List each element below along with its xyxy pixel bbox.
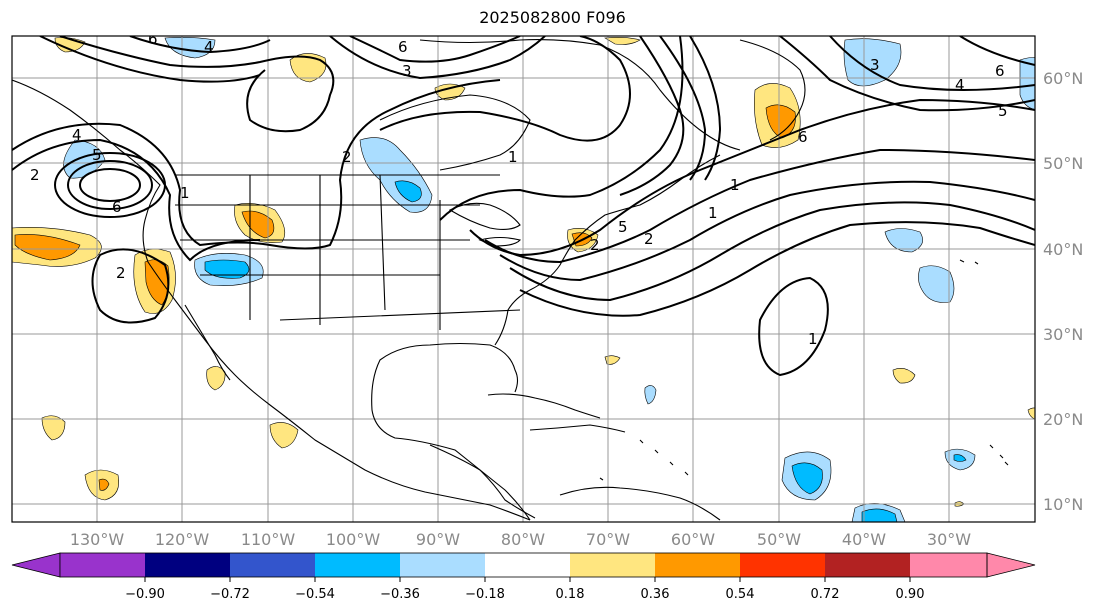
contour-label: 4 <box>72 126 82 144</box>
colorbar-tick: −0.36 <box>380 587 420 602</box>
colorbar-tick: −0.18 <box>465 587 505 602</box>
longitude-label: 60°W <box>671 530 715 549</box>
contour-label: 1 <box>508 148 518 166</box>
contour-label: 3 <box>870 56 880 74</box>
longitude-label: 100°W <box>326 530 381 549</box>
contour-label: 1 <box>808 330 818 348</box>
latitude-labels: 60°N 50°N 40°N 30°N 20°N 10°N <box>1043 69 1083 514</box>
colorbar-tick: 0.54 <box>726 587 755 602</box>
colorbar-segment <box>655 553 740 577</box>
contour-label: 2 <box>644 230 654 248</box>
longitude-label: 120°W <box>155 530 210 549</box>
contour-label: 4 <box>204 38 214 56</box>
contour-label: 5 <box>998 102 1008 120</box>
contour-label: 2 <box>116 264 126 282</box>
contour-label: 2 <box>342 148 352 166</box>
contour-label: 6 <box>148 30 158 48</box>
latitude-label: 40°N <box>1043 240 1083 259</box>
colorbar: −0.90 −0.72 −0.54 −0.36 −0.18 0.18 0.36 … <box>11 552 1036 602</box>
anomaly-shading <box>12 37 1035 522</box>
colorbar-segment <box>400 553 485 577</box>
latitude-label: 60°N <box>1043 69 1083 88</box>
colorbar-segment <box>910 553 987 577</box>
contour-label: 1 <box>708 204 718 222</box>
contour-labels: 6 4 6 3 2 1 2 4 5 6 1 2 2 1 5 2 1 6 4 5 … <box>30 30 1008 348</box>
colorbar-segment <box>570 553 655 577</box>
contour-label: 2 <box>30 166 40 184</box>
colorbar-tick: 0.18 <box>556 587 585 602</box>
contour-label: 6 <box>398 38 408 56</box>
contour-label: 5 <box>92 146 102 164</box>
map-content: 6 4 6 3 2 1 2 4 5 6 1 2 2 1 5 2 1 6 4 5 … <box>12 30 1035 522</box>
contour-label: 2 <box>590 236 600 254</box>
colorbar-tick: −0.90 <box>125 587 165 602</box>
longitude-label: 40°W <box>842 530 886 549</box>
colorbar-segment <box>60 553 145 577</box>
contour-label: 1 <box>730 176 740 194</box>
contour-label: 6 <box>995 62 1005 80</box>
colorbar-tick: −0.72 <box>210 587 250 602</box>
contour-label: 6 <box>112 198 122 216</box>
longitude-labels: 130°W 120°W 110°W 100°W 90°W 80°W 70°W 6… <box>70 530 971 549</box>
colorbar-segment <box>230 553 315 577</box>
colorbar-tick: 0.36 <box>641 587 670 602</box>
longitude-label: 50°W <box>757 530 801 549</box>
latitude-label: 50°N <box>1043 154 1083 173</box>
longitude-label: 90°W <box>416 530 460 549</box>
colorbar-tick: −0.54 <box>295 587 335 602</box>
longitude-label: 110°W <box>241 530 296 549</box>
colorbar-segment <box>315 553 400 577</box>
contour-label: 4 <box>955 76 965 94</box>
gridlines <box>12 36 1035 522</box>
contour-label: 5 <box>618 218 628 236</box>
colorbar-extend-max <box>986 552 1036 578</box>
longitude-label: 30°W <box>927 530 971 549</box>
colorbar-tick: 0.72 <box>811 587 840 602</box>
colorbar-border <box>59 552 988 578</box>
colorbar-extend-min <box>11 552 61 578</box>
longitude-label: 80°W <box>501 530 545 549</box>
map-border <box>11 35 1036 523</box>
colorbar-segment <box>740 553 825 577</box>
contour-label: 3 <box>402 62 412 80</box>
contour-lines <box>12 36 1035 377</box>
contour-label: 1 <box>180 184 190 202</box>
colorbar-segment <box>825 553 910 577</box>
colorbar-segment <box>485 553 570 577</box>
coastlines <box>12 39 1009 521</box>
colorbar-segment <box>145 553 230 577</box>
longitude-label: 130°W <box>70 530 125 549</box>
map-title: 2025082800 F096 <box>479 8 626 27</box>
longitude-label: 70°W <box>586 530 630 549</box>
latitude-label: 20°N <box>1043 410 1083 429</box>
latitude-label: 30°N <box>1043 325 1083 344</box>
contour-label: 6 <box>798 128 808 146</box>
colorbar-tick: 0.90 <box>896 587 925 602</box>
latitude-label: 10°N <box>1043 495 1083 514</box>
